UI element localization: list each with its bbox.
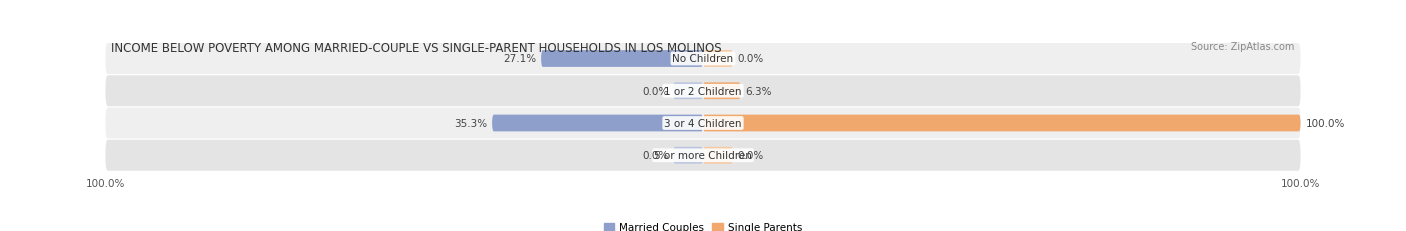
Text: 35.3%: 35.3%	[454, 119, 488, 128]
FancyBboxPatch shape	[703, 115, 1301, 132]
FancyBboxPatch shape	[105, 108, 1301, 139]
Text: INCOME BELOW POVERTY AMONG MARRIED-COUPLE VS SINGLE-PARENT HOUSEHOLDS IN LOS MOL: INCOME BELOW POVERTY AMONG MARRIED-COUPL…	[111, 42, 723, 55]
FancyBboxPatch shape	[673, 147, 703, 164]
FancyBboxPatch shape	[105, 140, 1301, 171]
Text: 27.1%: 27.1%	[503, 54, 536, 64]
Legend: Married Couples, Single Parents: Married Couples, Single Parents	[599, 218, 807, 231]
Text: Source: ZipAtlas.com: Source: ZipAtlas.com	[1191, 42, 1295, 52]
Text: No Children: No Children	[672, 54, 734, 64]
Text: 0.0%: 0.0%	[643, 151, 668, 161]
Text: 100.0%: 100.0%	[1305, 119, 1344, 128]
FancyBboxPatch shape	[105, 44, 1301, 75]
FancyBboxPatch shape	[703, 83, 741, 100]
Text: 0.0%: 0.0%	[738, 151, 763, 161]
Text: 0.0%: 0.0%	[738, 54, 763, 64]
Text: 6.3%: 6.3%	[745, 86, 772, 96]
FancyBboxPatch shape	[673, 83, 703, 100]
FancyBboxPatch shape	[703, 147, 733, 164]
Text: 1 or 2 Children: 1 or 2 Children	[664, 86, 742, 96]
Text: 0.0%: 0.0%	[643, 86, 668, 96]
FancyBboxPatch shape	[492, 115, 703, 132]
FancyBboxPatch shape	[703, 51, 733, 68]
FancyBboxPatch shape	[541, 51, 703, 68]
Text: 3 or 4 Children: 3 or 4 Children	[664, 119, 742, 128]
Text: 5 or more Children: 5 or more Children	[654, 151, 752, 161]
FancyBboxPatch shape	[105, 76, 1301, 107]
